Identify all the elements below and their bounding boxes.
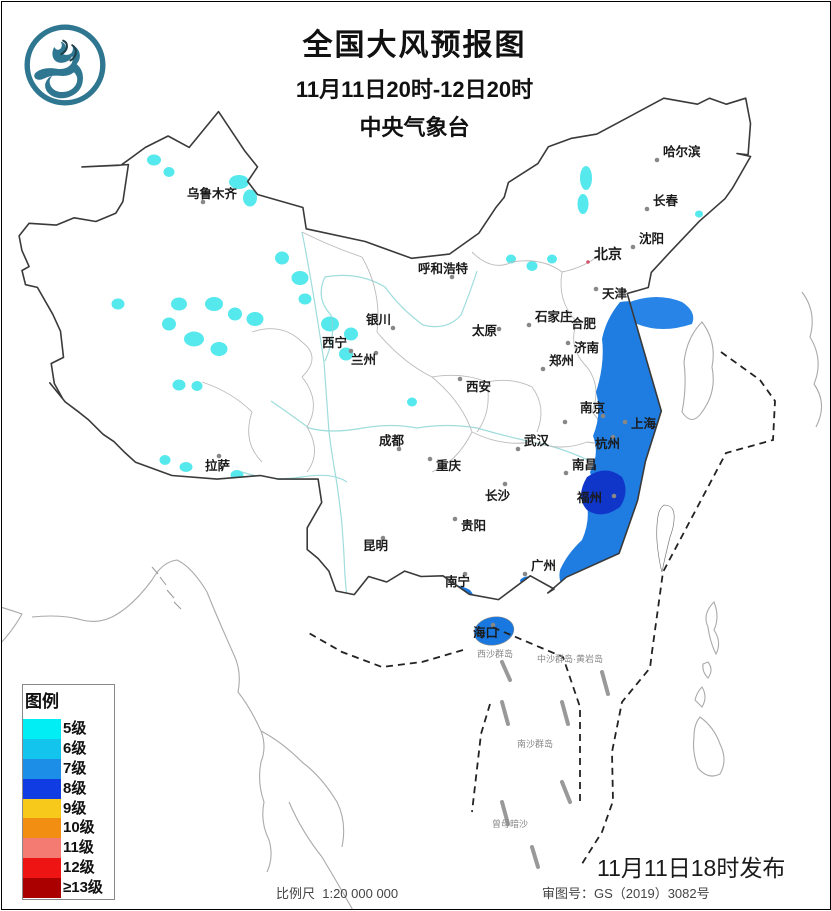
svg-text:郑州: 郑州 [549,353,574,368]
svg-text:福州: 福州 [576,490,602,505]
svg-text:南昌: 南昌 [572,457,597,472]
svg-text:银川: 银川 [366,312,391,327]
svg-text:兰州: 兰州 [351,352,376,367]
svg-text:沈阳: 沈阳 [639,231,664,246]
svg-text:贵阳: 贵阳 [461,518,486,533]
svg-text:长春: 长春 [653,193,679,208]
svg-text:拉萨: 拉萨 [205,458,231,473]
svg-text:南京: 南京 [580,400,606,415]
svg-text:济南: 济南 [574,340,600,355]
svg-text:昆明: 昆明 [363,538,388,553]
svg-text:西沙群岛: 西沙群岛 [477,648,513,659]
svg-text:中沙群岛·黄岩岛: 中沙群岛·黄岩岛 [537,653,603,664]
svg-text:长沙: 长沙 [485,488,511,503]
svg-text:石家庄: 石家庄 [534,309,573,324]
svg-text:西安: 西安 [466,379,491,394]
svg-text:北京: 北京 [594,246,622,262]
svg-text:广州: 广州 [531,558,556,573]
svg-text:合肥: 合肥 [571,316,597,331]
svg-text:乌鲁木齐: 乌鲁木齐 [187,186,238,201]
svg-text:南沙群岛: 南沙群岛 [517,738,553,749]
svg-text:成都: 成都 [379,433,405,448]
svg-text:重庆: 重庆 [436,458,462,473]
svg-text:上海: 上海 [631,416,657,431]
svg-text:杭州: 杭州 [595,436,620,451]
svg-text:西宁: 西宁 [322,335,347,350]
svg-text:太原: 太原 [472,323,498,338]
svg-text:呼和浩特: 呼和浩特 [418,261,469,276]
svg-text:武汉: 武汉 [524,433,550,448]
svg-text:天津: 天津 [602,286,628,301]
svg-text:哈尔滨: 哈尔滨 [663,144,701,159]
svg-text:曾母暗沙: 曾母暗沙 [492,818,528,829]
